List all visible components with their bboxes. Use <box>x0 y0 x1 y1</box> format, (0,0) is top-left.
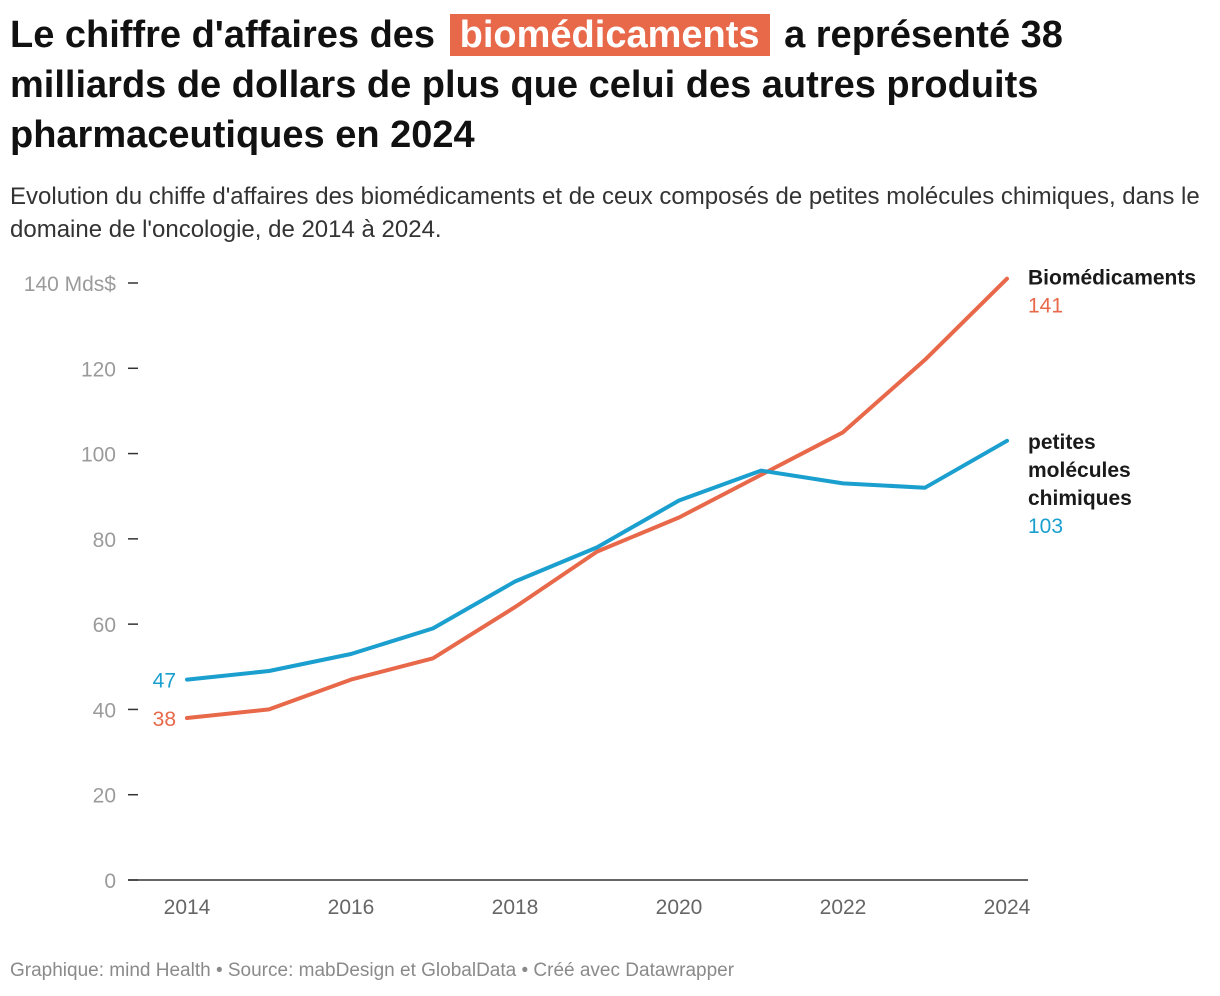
x-tick-label: 2020 <box>656 896 703 919</box>
series-line-petites-molecules <box>185 438 1009 682</box>
x-tick-label: 2014 <box>164 896 211 919</box>
series-line-biomedicaments <box>185 276 1009 720</box>
series-label-biomedicaments: Biomédicaments <box>1028 267 1196 290</box>
title-part-1: Le chiffre d'affaires des <box>10 14 436 56</box>
title-part-2: a représenté 38 milliards de dollars de … <box>10 14 1063 156</box>
series-label-petites-molecules: chimiques <box>1028 487 1132 510</box>
x-tick-label: 2024 <box>984 896 1031 919</box>
chart-subtitle: Evolution du chiffe d'affaires des biomé… <box>10 183 1200 243</box>
series-label-petites-molecules: petites <box>1028 431 1096 454</box>
y-tick-label: 100 <box>81 444 116 467</box>
y-tick-label: 20 <box>93 785 116 808</box>
y-tick-label: 60 <box>93 614 116 637</box>
end-value-label: 103 <box>1028 515 1063 538</box>
title-highlight: biomédicaments <box>449 14 770 56</box>
y-tick-label: 0 <box>104 870 116 893</box>
start-value-label: 38 <box>153 708 176 731</box>
chart-footer: Graphique: mind Health • Source: mabDesi… <box>10 960 735 981</box>
x-tick-label: 2016 <box>328 896 375 919</box>
start-value-label: 47 <box>153 670 176 693</box>
series-label-petites-molecules: molécules <box>1028 459 1131 482</box>
y-tick-label: 80 <box>93 529 116 552</box>
y-tick-label: 120 <box>81 358 116 381</box>
x-tick-label: 2022 <box>820 896 867 919</box>
y-tick-label: 140 Mds$ <box>24 273 117 296</box>
end-value-label: 141 <box>1028 295 1063 318</box>
x-tick-label: 2018 <box>492 896 539 919</box>
y-tick-label: 40 <box>93 699 116 722</box>
chart-title: Le chiffre d'affaires des biomédicaments… <box>10 10 1205 160</box>
